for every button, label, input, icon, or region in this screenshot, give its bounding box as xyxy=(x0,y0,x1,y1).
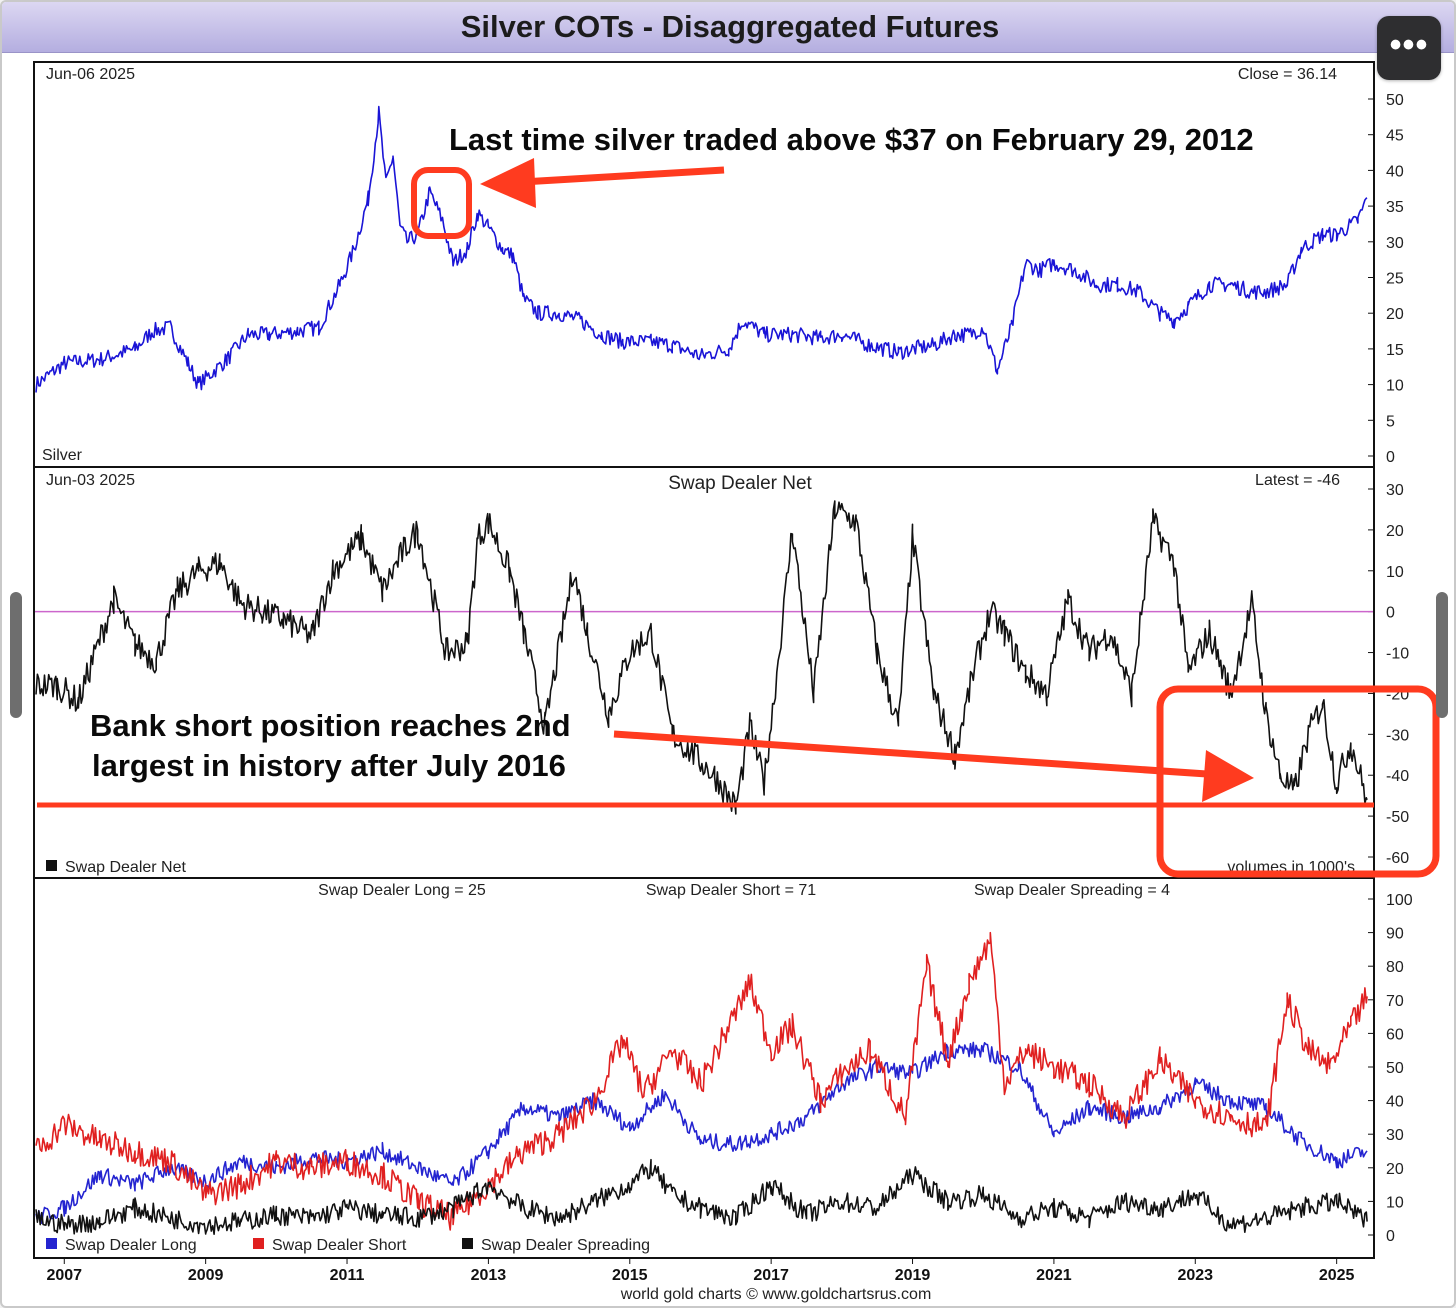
y-tick-label: 50 xyxy=(1386,1060,1404,1077)
y-tick-label: 0 xyxy=(1386,605,1395,622)
more-options-button[interactable]: ••• xyxy=(1377,16,1441,80)
y-tick-label: 80 xyxy=(1386,959,1404,976)
legend-label-long: Swap Dealer Long xyxy=(65,1237,197,1254)
y-tick-label: 30 xyxy=(1386,1127,1404,1144)
swap-dealer-long-line xyxy=(35,1041,1368,1224)
y-tick-label: 30 xyxy=(1386,482,1404,499)
y-tick-label: -50 xyxy=(1386,809,1409,826)
y-tick-label: 10 xyxy=(1386,564,1404,581)
legend-swatch-short xyxy=(253,1238,264,1249)
short-annotation-line1: Bank short position reaches 2nd xyxy=(90,708,571,743)
peak-arrow-shaft xyxy=(521,166,725,186)
footer-credit: world gold charts © www.goldchartsrus.co… xyxy=(620,1286,932,1303)
y-tick-label: -40 xyxy=(1386,768,1409,785)
ellipsis-icon: ••• xyxy=(1389,26,1429,64)
short-arrow-shaft xyxy=(613,730,1208,778)
y-tick-label: 20 xyxy=(1386,1161,1404,1178)
swap-dealer-spreading-line xyxy=(35,1158,1368,1235)
y-tick-label: 45 xyxy=(1386,128,1404,145)
left-resize-handle[interactable] xyxy=(10,592,22,718)
net-legend-label: Swap Dealer Net xyxy=(65,859,187,876)
net-panel-frame xyxy=(33,466,1375,879)
axis-ticks: 504540353025201510503020100-10-20-30-40-… xyxy=(35,92,1413,1284)
long-header: Swap Dealer Long = 25 xyxy=(318,882,486,899)
y-tick-label: 5 xyxy=(1386,413,1395,430)
price-panel-frame xyxy=(33,61,1375,468)
price-date-label: Jun-06 2025 xyxy=(46,66,135,83)
y-tick-label: 10 xyxy=(1386,378,1404,395)
net-legend-swatch xyxy=(46,860,57,871)
silver-price-line xyxy=(35,105,1368,393)
legend-label-short: Swap Dealer Short xyxy=(272,1237,407,1254)
swap-dealer-net-line xyxy=(35,500,1368,815)
short-arrow-head xyxy=(1202,750,1254,802)
peak-annotation: Last time silver traded above $37 on Feb… xyxy=(449,122,1254,157)
x-tick-label: 2021 xyxy=(1036,1267,1072,1284)
short-annotation-line2: largest in history after July 2016 xyxy=(92,748,566,783)
price-close-readout: Close = 36.14 xyxy=(1238,66,1337,83)
short-header: Swap Dealer Short = 71 xyxy=(646,882,816,899)
x-tick-label: 2013 xyxy=(471,1267,507,1284)
y-tick-label: 70 xyxy=(1386,993,1404,1010)
title-bar: Silver COTs - Disaggregated Futures xyxy=(2,2,1454,53)
x-tick-label: 2007 xyxy=(46,1267,82,1284)
right-resize-handle[interactable] xyxy=(1436,592,1448,718)
net-latest-readout: Latest = -46 xyxy=(1255,472,1340,489)
y-tick-label: -10 xyxy=(1386,646,1409,663)
x-tick-label: 2017 xyxy=(753,1267,789,1284)
series-lines xyxy=(35,105,1368,1235)
y-tick-label: 0 xyxy=(1386,1228,1395,1245)
x-tick-label: 2011 xyxy=(330,1267,365,1284)
y-tick-label: 20 xyxy=(1386,523,1404,540)
y-tick-label: 30 xyxy=(1386,235,1404,252)
chart-title: Silver COTs - Disaggregated Futures xyxy=(460,9,1000,44)
y-tick-label: 100 xyxy=(1386,892,1413,909)
net-panel-title: Swap Dealer Net xyxy=(668,473,812,494)
y-tick-label: 10 xyxy=(1386,1194,1404,1211)
x-tick-label: 2015 xyxy=(612,1267,648,1284)
x-tick-label: 2009 xyxy=(188,1267,224,1284)
y-tick-label: 60 xyxy=(1386,1026,1404,1043)
y-tick-label: 25 xyxy=(1386,271,1404,288)
y-tick-label: 40 xyxy=(1386,163,1404,180)
y-tick-label: -60 xyxy=(1386,850,1409,867)
y-tick-label: 0 xyxy=(1386,449,1395,466)
price-series-label: Silver xyxy=(42,447,83,464)
legend-swatch-spreading xyxy=(462,1238,473,1249)
spreading-header: Swap Dealer Spreading = 4 xyxy=(974,882,1170,899)
legend-swatch-long xyxy=(46,1238,57,1249)
y-tick-label: 35 xyxy=(1386,199,1404,216)
y-tick-label: -30 xyxy=(1386,727,1409,744)
peak-arrow-head xyxy=(480,158,536,208)
y-tick-label: 20 xyxy=(1386,306,1404,323)
recent-short-highlight-box xyxy=(1156,685,1440,878)
y-tick-label: 50 xyxy=(1386,92,1404,109)
x-tick-label: 2019 xyxy=(895,1267,931,1284)
legend-label-spreading: Swap Dealer Spreading xyxy=(481,1237,650,1254)
x-tick-label: 2025 xyxy=(1319,1267,1355,1284)
y-tick-label: 40 xyxy=(1386,1094,1404,1111)
peak-highlight-box xyxy=(411,167,472,239)
y-tick-label: 90 xyxy=(1386,926,1404,943)
x-tick-label: 2023 xyxy=(1177,1267,1213,1284)
y-tick-label: 15 xyxy=(1386,342,1404,359)
swap-dealer-short-line xyxy=(35,931,1368,1231)
net-date-label: Jun-03 2025 xyxy=(46,472,135,489)
